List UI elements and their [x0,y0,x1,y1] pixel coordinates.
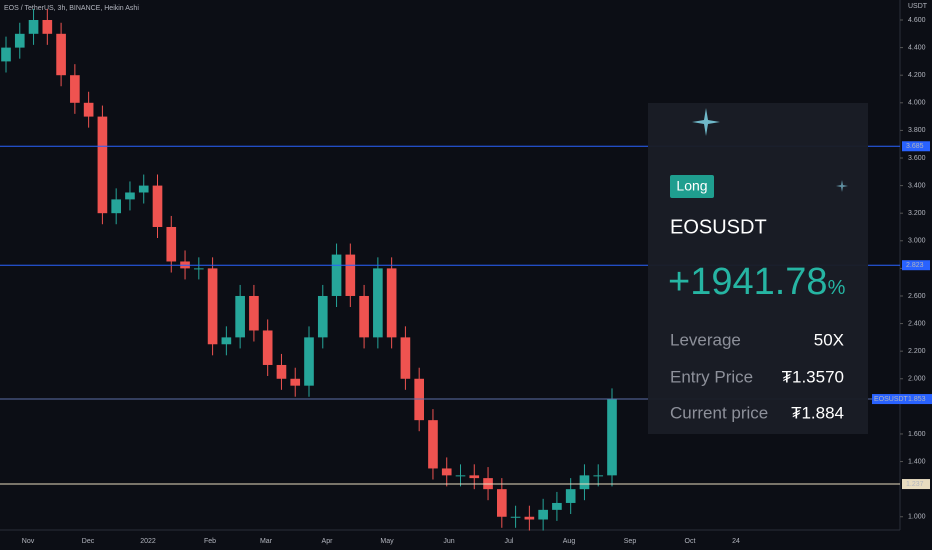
row-label: Entry Price [670,367,753,386]
x-tick-label: 2022 [140,538,156,545]
candle-body [166,226,177,262]
y-tick-label: 2.200 [908,348,926,355]
price-tag-label: 2.823 [906,262,924,269]
axis-unit: USDT [908,3,928,10]
x-tick-label: Apr [322,538,334,545]
candle-body [593,475,604,477]
x-tick-label: Jul [505,538,514,545]
x-tick-label: 24 [732,538,740,545]
candle-body [28,20,39,34]
y-tick-label: 2.600 [908,293,926,300]
candle-body [70,75,80,103]
price-tag-label: 1.853 [908,396,926,403]
candle-body [138,185,149,193]
price-tag-label: 1.237 [906,481,924,488]
candle-body [524,516,535,520]
candle-body [428,420,438,469]
candle-body [304,337,314,386]
sparkle [836,180,848,192]
candle-body [538,509,548,520]
card: Long EOSUSDT +1941.78% Leverage 50X Entr… [648,103,868,434]
y-tick-label: 3.200 [908,210,926,217]
price-tag-bg [902,260,930,271]
y-tick-label: 2.400 [908,320,926,327]
candle-body [152,185,163,227]
candle-body [510,516,521,518]
candle-body [469,475,480,479]
candle-body [1,47,11,62]
sparkle [692,108,720,136]
y-tick-label: 3.800 [908,127,926,134]
pnl: +1941.78% [668,261,846,303]
y-tick-label: 4.000 [908,100,926,107]
x-tick-label: Nov [22,538,35,545]
candle-body [56,33,66,76]
y-tick-label: 1.000 [908,514,926,521]
row-value: ₮1.884 [791,403,844,422]
candle-body [441,468,452,476]
x-tick-label: Feb [204,538,216,545]
candle-body [565,489,576,503]
candle-body [579,475,590,490]
candle-body [496,489,507,517]
candle-body [193,268,204,270]
row-value: 50X [814,330,844,349]
y-tick-label: 1.600 [908,431,926,438]
side-tag [670,175,714,198]
candle-body [207,268,218,345]
y-tick-label: 3.000 [908,238,926,245]
y-tick-label: 4.400 [908,44,926,51]
candle-body [552,502,562,510]
y-tick-label: 4.200 [908,72,926,79]
y-tick-label: 4.600 [908,17,926,24]
y-tick-label: 3.400 [908,182,926,189]
candle-body [249,295,259,331]
candle-body [235,295,245,338]
candle-body [14,33,25,48]
candle-body [290,378,301,386]
x-tick-label: Jun [443,538,454,545]
price-tag-bg [902,141,930,152]
x-tick-label: Oct [685,538,696,545]
card-bg [648,103,868,434]
price-tag-label: 3.685 [906,143,924,150]
candle-body [83,102,94,117]
y-tick-label: 2.000 [908,376,926,383]
candle-body [221,337,232,345]
y-tick-label: 1.400 [908,458,926,465]
candle-body [455,475,466,477]
candle-body [125,192,135,200]
x-tick-label: Sep [624,538,637,545]
price-tag-name: EOSUSDT [874,396,909,403]
candle-body [262,330,273,365]
x-tick-label: Mar [260,538,273,545]
x-tick-label: Dec [82,538,95,545]
pnl-unit: % [828,277,846,299]
candle-body [111,199,122,214]
candle-body [42,20,53,34]
candle-body [97,116,108,214]
x-tick-label: May [380,538,394,545]
candle-body [276,364,287,379]
chart-title: EOS / TetherUS, 3h, BINANCE, Heikin Ashi [4,5,139,12]
symbol: EOSUSDT [670,216,767,238]
side: Long [676,178,707,194]
candle-body [373,268,383,338]
candle-body [331,254,342,296]
row-label: Leverage [670,330,741,349]
candle-body [345,254,356,296]
candle-body [607,399,617,476]
candle-body [317,295,328,338]
price-tag-bg [902,479,930,490]
price-tag-bg [872,394,932,405]
x-tick-label: Aug [563,538,576,545]
row-value: ₮1.3570 [782,367,844,386]
y-tick-label: 3.600 [908,155,926,162]
row-label: Current price [670,403,768,422]
pnl-value: +1941.78 [668,261,828,303]
candle-body [359,295,369,338]
candle-body [400,337,411,379]
candle-body [386,268,397,338]
